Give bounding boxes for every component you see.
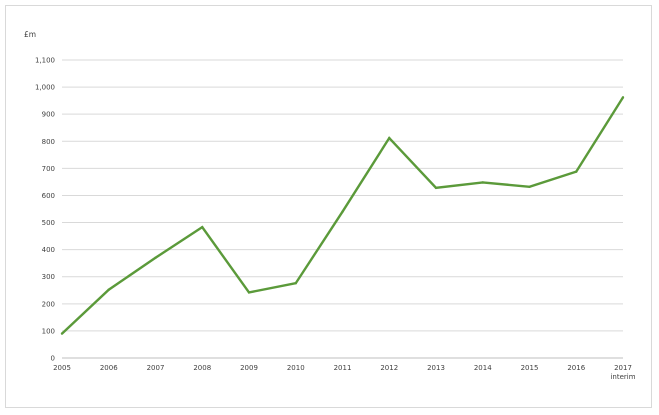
y-tick-label: 400 xyxy=(42,246,55,254)
y-tick-label: 500 xyxy=(42,219,55,227)
series-line xyxy=(61,96,625,335)
data-point xyxy=(621,96,625,99)
y-tick-label: 0 xyxy=(51,355,55,363)
x-tick-label: 2006 xyxy=(100,364,118,372)
x-tick-label: 2014 xyxy=(474,364,492,372)
y-tick-label: 600 xyxy=(42,192,55,200)
data-point xyxy=(201,225,204,229)
x-tick-label: 2009 xyxy=(240,364,258,372)
x-tick-label: 2007 xyxy=(147,364,165,372)
chart-frame xyxy=(5,5,652,408)
x-tick-label: 2016 xyxy=(567,364,585,372)
data-point xyxy=(341,210,344,213)
y-tick-label: 1,000 xyxy=(35,84,55,92)
x-tick-label: 2012 xyxy=(380,364,398,372)
y-tick-label: 200 xyxy=(42,300,55,308)
x-tick-label: 2013 xyxy=(427,364,445,372)
y-tick-label: 900 xyxy=(42,111,55,119)
data-point xyxy=(434,186,438,190)
data-point xyxy=(528,185,531,188)
data-point xyxy=(294,282,297,285)
data-point xyxy=(107,288,110,291)
x-tick-sublabel: interim xyxy=(610,373,635,381)
x-tick-label: 2010 xyxy=(287,364,305,372)
y-tick-label: 100 xyxy=(42,327,55,335)
data-point xyxy=(154,256,157,259)
x-tick-label: 2011 xyxy=(334,364,352,372)
y-tick-label: 700 xyxy=(42,165,55,173)
x-tick-label: 2017 xyxy=(614,364,632,372)
data-point xyxy=(247,291,251,294)
y-axis-unit-label: £m xyxy=(24,30,36,39)
data-point xyxy=(481,181,484,184)
x-tick-label: 2008 xyxy=(193,364,211,372)
y-tick-label: 800 xyxy=(42,138,55,146)
x-tick-label: 2005 xyxy=(53,364,71,372)
data-point xyxy=(575,170,578,173)
y-tick-label: 300 xyxy=(42,273,55,281)
data-point xyxy=(60,332,64,335)
data-point xyxy=(388,136,391,140)
y-tick-label: 1,100 xyxy=(35,57,55,65)
x-tick-label: 2015 xyxy=(521,364,539,372)
